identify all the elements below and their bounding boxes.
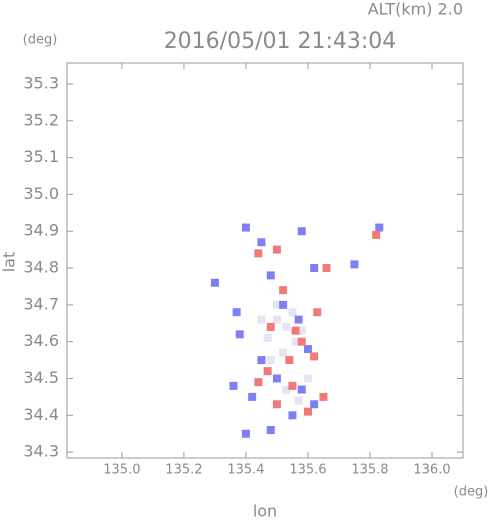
echo-point xyxy=(288,381,297,390)
echo-point xyxy=(297,227,306,236)
echo-point xyxy=(272,300,281,309)
echo-point xyxy=(297,385,306,394)
echo-point xyxy=(310,400,319,409)
x-tick-label: 135.8 xyxy=(351,463,388,478)
x-tick-label: 136.0 xyxy=(413,463,450,478)
y-axis-label: lat xyxy=(0,252,19,273)
echo-point xyxy=(288,411,297,420)
chart-title: 2016/05/01 21:43:04 xyxy=(164,29,397,54)
x-tick-label: 135.6 xyxy=(289,463,326,478)
echo-point xyxy=(254,249,263,258)
echo-point xyxy=(375,223,384,232)
echo-point xyxy=(294,315,303,324)
echo-point xyxy=(257,238,266,247)
x-tick-label: 135.2 xyxy=(165,463,202,478)
x-tick-label: 135.0 xyxy=(103,463,140,478)
echo-point xyxy=(291,326,300,335)
echo-point xyxy=(297,326,306,335)
y-tick-label: 34.4 xyxy=(23,405,59,424)
y-unit: (deg) xyxy=(23,33,58,48)
echo-point xyxy=(257,356,266,365)
y-tick-label: 35.2 xyxy=(23,110,59,129)
y-tick-label: 34.3 xyxy=(23,442,59,461)
echo-point xyxy=(294,396,303,405)
echo-point xyxy=(303,345,312,354)
echo-point xyxy=(266,271,275,280)
echo-point xyxy=(272,315,281,324)
echo-point xyxy=(322,264,331,273)
echo-point xyxy=(232,308,241,317)
echo-point xyxy=(229,381,238,390)
echo-point xyxy=(235,330,244,339)
echo-point xyxy=(319,392,328,401)
echo-point xyxy=(241,223,250,232)
y-tick-label: 35.3 xyxy=(23,73,59,92)
echo-point xyxy=(272,245,281,254)
y-tick-label: 34.5 xyxy=(23,368,59,387)
echo-point xyxy=(266,322,275,331)
echo-point xyxy=(279,300,288,309)
echo-point xyxy=(241,429,250,438)
y-tick-label: 34.6 xyxy=(23,331,59,350)
echo-point xyxy=(272,400,281,409)
y-tick-label: 34.9 xyxy=(23,221,59,240)
echo-point xyxy=(350,260,359,269)
y-tick-label: 34.8 xyxy=(23,258,59,277)
x-unit: (deg) xyxy=(454,485,489,500)
echo-point xyxy=(297,337,306,346)
echo-point xyxy=(248,392,257,401)
echo-point xyxy=(272,374,281,383)
y-tick-label: 34.7 xyxy=(23,294,59,313)
echo-point xyxy=(266,356,275,365)
echo-point xyxy=(285,356,294,365)
echo-point xyxy=(303,407,312,416)
plot-frame xyxy=(66,62,464,459)
echo-point xyxy=(279,286,288,295)
echo-point xyxy=(266,426,275,435)
echo-point xyxy=(263,333,272,342)
altitude-label: ALT(km) 2.0 xyxy=(368,0,463,19)
y-tick-label: 35.1 xyxy=(23,147,59,166)
x-axis-label: lon xyxy=(253,502,277,521)
echo-point xyxy=(291,337,300,346)
echo-point xyxy=(372,230,381,239)
echo-point xyxy=(263,367,272,376)
echo-point xyxy=(310,352,319,361)
echo-point xyxy=(282,385,291,394)
echo-point xyxy=(303,374,312,383)
echo-point xyxy=(257,315,266,324)
echo-point xyxy=(254,378,263,387)
echo-point xyxy=(282,322,291,331)
echo-point xyxy=(279,348,288,357)
x-tick-label: 135.4 xyxy=(227,463,264,478)
y-tick-label: 35.0 xyxy=(23,184,59,203)
echo-point xyxy=(313,308,322,317)
echo-point xyxy=(288,308,297,317)
echo-point xyxy=(310,264,319,273)
echo-point xyxy=(210,278,219,287)
